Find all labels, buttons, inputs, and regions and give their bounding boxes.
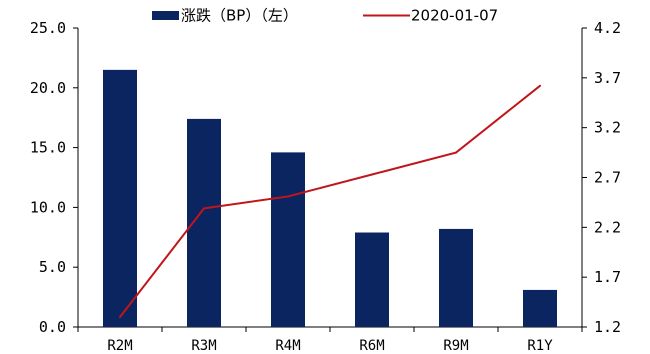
right-tick-label: 1.7 (594, 268, 621, 286)
left-tick-label: 10.0 (30, 198, 66, 216)
right-tick-label: 3.2 (594, 119, 621, 137)
line-series (119, 84, 541, 319)
right-tick-label: 1.2 (594, 318, 621, 336)
bar (271, 152, 305, 327)
legend-label-bars: 涨跌（BP）（左） (181, 7, 298, 25)
right-tick-label: 3.7 (594, 69, 621, 87)
line-path (119, 85, 541, 318)
x-category-label: R2M (107, 338, 132, 354)
right-axis: 1.2 1.7 2.2 2.7 3.2 3.7 4.2 (581, 19, 621, 336)
left-tick-label: 25.0 (30, 19, 66, 37)
bar (103, 69, 137, 328)
bar-series (103, 69, 557, 328)
right-tick-label: 2.7 (594, 169, 621, 187)
legend: 涨跌（BP）（左） 2020-01-07 (152, 7, 498, 25)
line-point (455, 151, 457, 154)
left-axis-ticks: 0.0 5.0 10.0 15.0 20.0 25.0 (30, 19, 78, 336)
left-axis: 0.0 5.0 10.0 15.0 20.0 25.0 (30, 19, 79, 336)
line-point (203, 207, 205, 210)
legend-label-line: 2020-01-07 (411, 7, 498, 25)
x-category-label: R3M (191, 338, 216, 354)
left-tick-label: 0.0 (39, 318, 66, 336)
bar (523, 289, 557, 327)
right-tick-label: 4.2 (594, 19, 621, 37)
bar (355, 232, 389, 327)
x-category-label: R6M (359, 338, 384, 354)
left-tick-label: 15.0 (30, 139, 66, 157)
right-axis-ticks: 1.2 1.7 2.2 2.7 3.2 3.7 4.2 (582, 19, 621, 336)
line-point (287, 195, 289, 198)
legend-swatch-bars (152, 11, 179, 20)
left-tick-label: 5.0 (39, 258, 66, 276)
x-axis: R2M R3M R4M R6M R9M R1Y (77, 326, 583, 354)
left-tick-label: 20.0 (30, 79, 66, 97)
bar (439, 228, 473, 327)
x-category-label: R9M (443, 338, 468, 354)
x-axis-ticks: R2M R3M R4M R6M R9M R1Y (77, 327, 583, 354)
x-category-label: R4M (275, 338, 300, 354)
line-point (119, 316, 121, 319)
line-point (371, 173, 373, 176)
line-point (539, 84, 541, 87)
right-tick-label: 2.2 (594, 218, 621, 236)
x-category-label: R1Y (527, 338, 553, 354)
